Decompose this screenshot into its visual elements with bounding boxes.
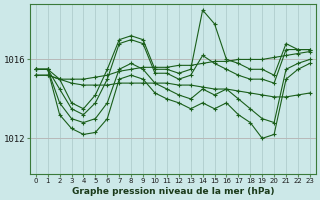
X-axis label: Graphe pression niveau de la mer (hPa): Graphe pression niveau de la mer (hPa) — [72, 187, 274, 196]
